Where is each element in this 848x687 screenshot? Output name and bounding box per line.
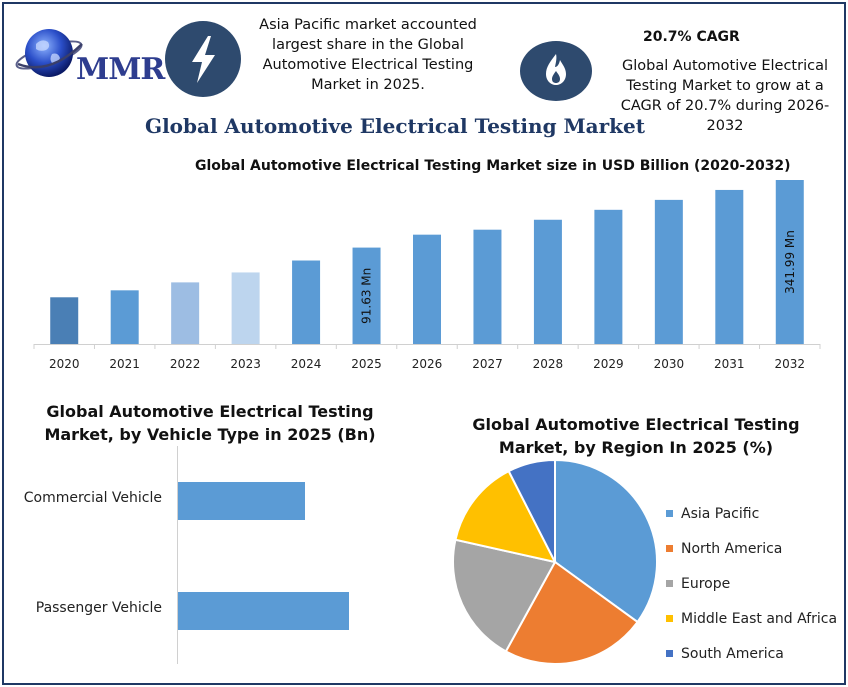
pie-slice-asia-pacific <box>554 458 658 624</box>
x-tick-label: 2024 <box>291 357 322 371</box>
legend-label: Asia Pacific <box>681 505 760 522</box>
category-label-passenger: Passenger Vehicle <box>35 600 162 616</box>
bar-2032 <box>775 180 804 344</box>
x-tick-label: 2022 <box>170 357 201 371</box>
legend-swatch <box>666 510 673 517</box>
info-cagr: Global Automotive Electrical Testing Mar… <box>620 58 830 134</box>
legend-item-north-america: North America <box>666 531 837 566</box>
x-tick-label: 2028 <box>533 357 564 371</box>
pie-slice-north-america <box>504 560 639 665</box>
bar-2030 <box>654 199 683 344</box>
x-tick-label: 2029 <box>593 357 624 371</box>
bar-2025 <box>352 247 381 344</box>
region-chart-title: Global Automotive Electrical Testing Mar… <box>472 415 800 457</box>
legend-swatch <box>666 580 673 587</box>
bar-2020 <box>50 297 79 344</box>
category-label-commercial: Commercial Vehicle <box>23 490 162 506</box>
bar-2031 <box>715 189 744 344</box>
cagr-title: 20.7% CAGR <box>643 29 740 45</box>
vehicle-type-bar-chart <box>177 446 349 664</box>
hbar-passenger-vehicle <box>178 592 349 630</box>
legend-label: North America <box>681 540 783 557</box>
bar-2027 <box>473 229 502 344</box>
globe-logo-icon <box>15 29 83 77</box>
bar-2024 <box>292 260 321 344</box>
legend-swatch <box>666 545 673 552</box>
market-size-bar-chart: 2020 2021 2022 2023 2024 2025 91.63 Mn 2026 2027… <box>33 180 821 371</box>
pie-slice-europe <box>452 538 557 653</box>
x-tick-label: 2027 <box>472 357 503 371</box>
legend-label: Europe <box>681 575 731 592</box>
data-label-2032: 341.99 Mn <box>783 230 797 294</box>
logo-text: MMR <box>76 52 165 87</box>
flame-icon <box>520 41 592 101</box>
legend-item-south-america: South America <box>666 636 837 671</box>
legend-item-asia-pacific: Asia Pacific <box>666 496 837 531</box>
x-tick-label: 2021 <box>109 357 140 371</box>
legend-swatch <box>666 650 673 657</box>
x-tick-label: 2023 <box>230 357 261 371</box>
x-tick-label: 2031 <box>714 357 745 371</box>
x-tick-label: 2026 <box>412 357 443 371</box>
legend-item-europe: Europe <box>666 566 837 601</box>
legend-label: South America <box>681 645 784 662</box>
bar-chart-title: Global Automotive Electrical Testing Mar… <box>195 158 791 174</box>
data-label-2025: 91.63 Mn <box>360 268 374 324</box>
x-tick-label: 2032 <box>774 357 805 371</box>
hbar-commercial-vehicle <box>178 482 305 520</box>
bar-2023 <box>231 272 260 344</box>
legend-label: Middle East and Africa <box>681 610 838 627</box>
pie-slice-middle-east-and-africa <box>454 469 557 564</box>
pie-legend: Asia Pacific North America Europe Middle… <box>666 496 837 671</box>
pie-slice-south-america <box>507 458 556 563</box>
lightning-bolt-icon <box>165 21 241 97</box>
bar-2022 <box>171 282 200 344</box>
x-tick-label: 2020 <box>49 357 80 371</box>
page-title: Global Automotive Electrical Testing Mar… <box>145 114 645 138</box>
bar-2021 <box>110 290 139 344</box>
x-tick-label: 2025 <box>351 357 382 371</box>
bar-2029 <box>594 209 623 344</box>
bar-2026 <box>413 234 441 344</box>
x-tick-label: 2030 <box>654 357 685 371</box>
region-pie-chart <box>452 458 658 665</box>
bar-2028 <box>533 219 562 344</box>
legend-item-middle-east-africa: Middle East and Africa <box>666 601 837 636</box>
legend-swatch <box>666 615 673 622</box>
vehicle-chart-title: Global Automotive Electrical Testing Mar… <box>44 402 376 444</box>
info-asia-pacific: Asia Pacific market accounted largest sh… <box>259 17 477 93</box>
